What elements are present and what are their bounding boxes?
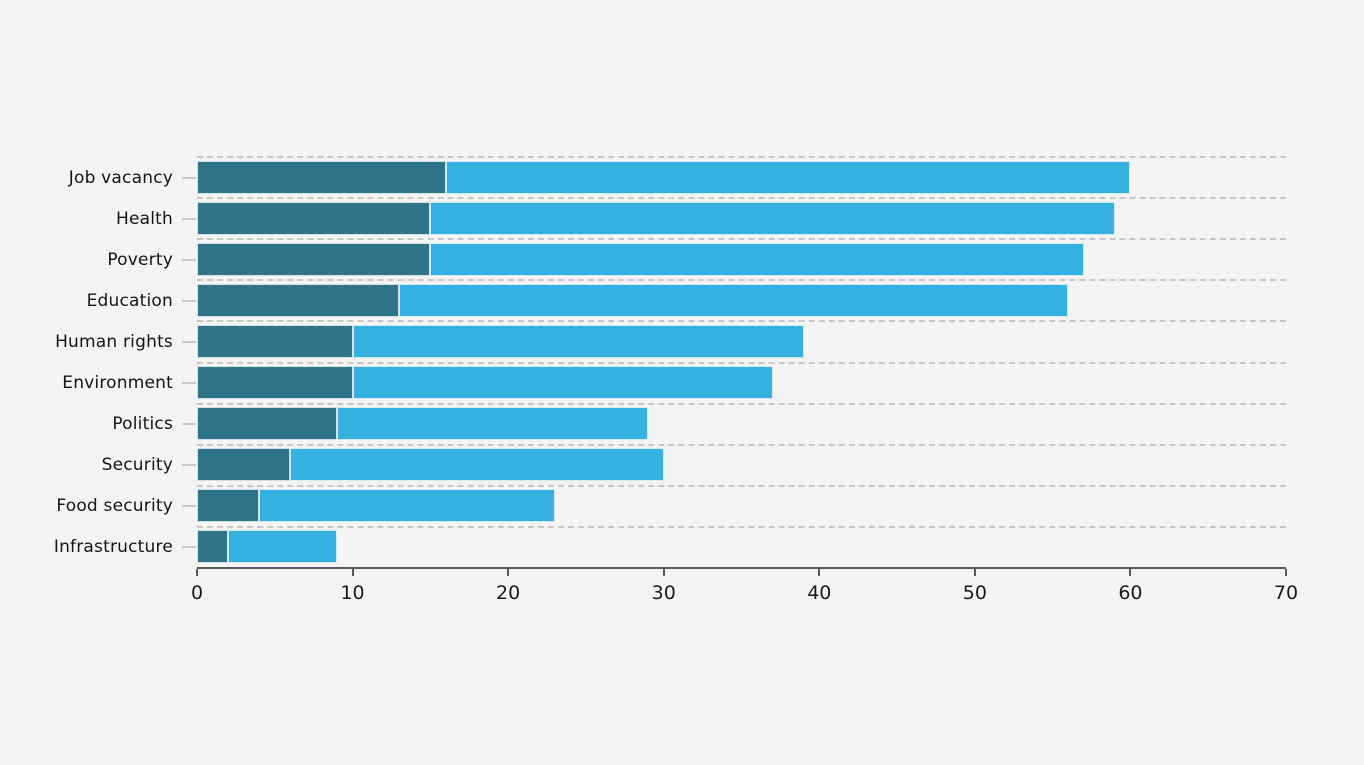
category-label: Job vacancy <box>68 167 173 188</box>
gridline <box>197 197 1286 200</box>
stacked-bar <box>197 160 1131 194</box>
stacked-bar <box>197 283 1069 317</box>
bar-segment-light <box>259 489 555 523</box>
stacked-bar <box>197 324 804 358</box>
category-label: Infrastructure <box>53 537 173 558</box>
bar-segment-light <box>352 324 804 358</box>
bar-segment-light <box>290 448 664 482</box>
stacked-bar <box>197 448 664 482</box>
bar-segment-light <box>399 283 1069 317</box>
category-label: Poverty <box>107 249 173 270</box>
gridline <box>197 402 1286 405</box>
gridline <box>197 320 1286 323</box>
stacked-bar <box>197 201 1115 235</box>
bar-segment-dark <box>197 160 446 194</box>
gridline <box>197 484 1286 487</box>
stacked-bar <box>197 242 1084 276</box>
x-axis-tick <box>1129 569 1132 576</box>
gridline <box>197 525 1286 528</box>
category-tick <box>182 464 196 467</box>
category-label: Environment <box>62 373 173 394</box>
gridline <box>197 361 1286 364</box>
category-tick <box>182 258 196 261</box>
category-tick <box>182 217 196 220</box>
category-label: Human rights <box>55 331 173 352</box>
x-axis-tick <box>507 569 510 576</box>
gridline <box>197 443 1286 446</box>
gridline <box>197 279 1286 282</box>
bar-segment-dark <box>197 407 337 441</box>
category-label: Security <box>101 455 173 476</box>
bar-segment-dark <box>197 366 353 399</box>
bar-segment-dark <box>197 242 431 276</box>
x-axis-tick <box>818 569 821 576</box>
bar-segment-dark <box>197 324 353 358</box>
x-tick-label: 0 <box>190 582 204 604</box>
x-tick-label: 10 <box>340 582 365 604</box>
bar-segment-light <box>445 160 1131 194</box>
category-label: Politics <box>112 414 173 435</box>
x-tick-label: 20 <box>496 582 521 604</box>
category-tick <box>182 299 196 302</box>
category-tick <box>182 505 196 508</box>
bar-segment-light <box>337 407 649 441</box>
stacked-bar <box>197 366 773 399</box>
plot-area: 0 10 20 30 40 50 60 70 <box>191 156 1298 604</box>
bar-segment-light <box>228 530 337 564</box>
bar-segment-light <box>430 201 1115 235</box>
category-tick <box>182 546 196 549</box>
stacked-bar <box>197 489 555 523</box>
category-tick <box>182 423 196 426</box>
category-tick <box>182 382 196 385</box>
x-tick-label: 70 <box>1273 582 1299 604</box>
bar-segment-dark <box>197 201 431 235</box>
gridline <box>197 238 1286 241</box>
category-label: Health <box>115 208 173 229</box>
x-axis-tick <box>351 569 354 576</box>
stacked-bar <box>197 407 649 441</box>
category-tick <box>182 176 196 179</box>
x-axis-tick <box>1285 569 1287 576</box>
bar-segment-dark <box>197 530 229 564</box>
x-tick-label: 50 <box>962 582 987 604</box>
x-tick-label: 60 <box>1118 582 1143 604</box>
bar-segment-dark <box>197 489 260 523</box>
stacked-bar <box>197 530 337 564</box>
category-tick <box>182 340 196 343</box>
x-tick-label: 30 <box>651 582 676 604</box>
x-axis-tick <box>973 569 976 576</box>
bar-segment-dark <box>197 283 400 317</box>
x-axis-tick <box>662 569 665 576</box>
bar-segment-dark <box>197 448 291 482</box>
x-axis-line <box>197 567 1286 569</box>
gridline <box>197 156 1286 158</box>
category-label: Education <box>86 290 173 311</box>
category-label: Food security <box>56 496 173 517</box>
bar-segment-light <box>430 242 1084 276</box>
x-tick-label: 40 <box>807 582 832 604</box>
x-axis-tick <box>196 569 198 576</box>
bar-segment-light <box>352 366 773 399</box>
